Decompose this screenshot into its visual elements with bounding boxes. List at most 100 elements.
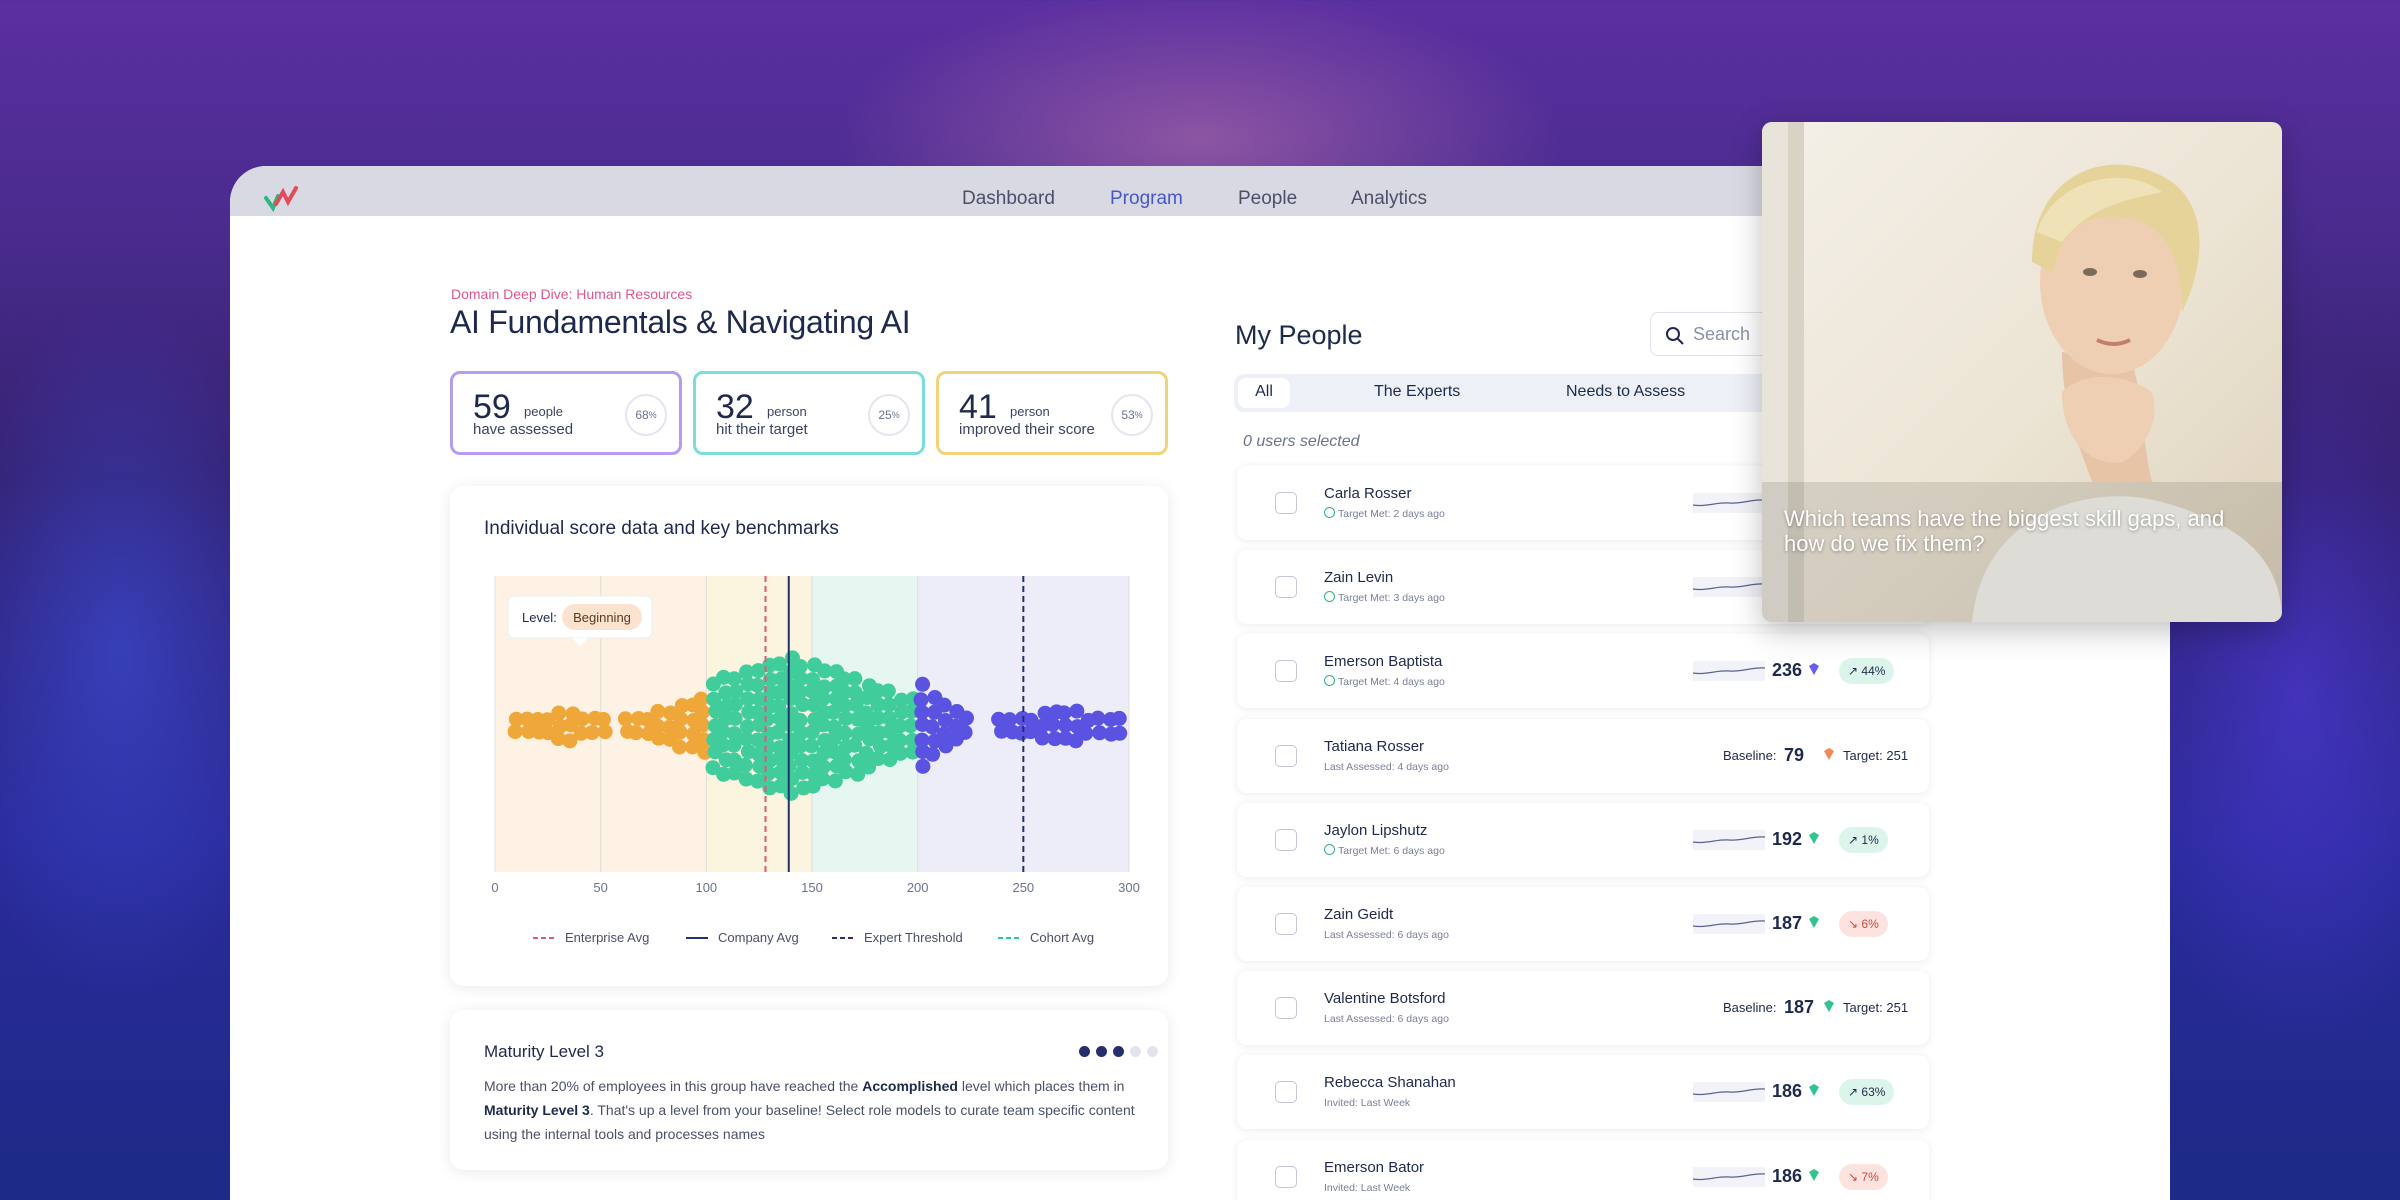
trend-down-icon: ↘ <box>1848 917 1862 931</box>
tooltip-pill <box>562 604 642 630</box>
carousel-dot[interactable] <box>1113 1046 1124 1057</box>
level-gem-icon <box>1807 662 1821 681</box>
row-checkbox[interactable] <box>1275 829 1297 851</box>
baseline-label: Baseline: <box>1723 1000 1777 1015</box>
row-checkbox[interactable] <box>1275 660 1297 682</box>
score-dot <box>749 677 765 693</box>
person-status: Last Assessed: 6 days ago <box>1324 1013 1449 1025</box>
legend-label: Company Avg <box>718 930 799 945</box>
row-checkbox[interactable] <box>1275 492 1297 514</box>
score-dot <box>826 744 842 760</box>
score-change-badge: ↗ 63% <box>1839 1079 1895 1105</box>
score-dot <box>508 711 524 727</box>
video-overlay[interactable]: Which teams have the biggest skill gaps,… <box>1762 122 2282 622</box>
level-gem-icon <box>1822 747 1836 766</box>
score-dot <box>727 710 743 726</box>
row-checkbox[interactable] <box>1275 745 1297 767</box>
carousel-dot[interactable] <box>1079 1046 1090 1057</box>
score-change-badge: ↗ 44% <box>1839 658 1895 684</box>
row-checkbox[interactable] <box>1275 913 1297 935</box>
stat-percent: 68 <box>635 408 649 422</box>
score-dot <box>1111 710 1127 726</box>
score-dot <box>795 697 811 713</box>
score-change-value: 44% <box>1861 664 1886 678</box>
stat-card-target[interactable]: 32 person hit their target 25% <box>693 371 925 455</box>
carousel-dots[interactable] <box>1073 1044 1158 1062</box>
level-gem-icon <box>1807 915 1821 934</box>
row-checkbox[interactable] <box>1275 997 1297 1019</box>
row-checkbox[interactable] <box>1275 1081 1297 1103</box>
person-status: Target Met: 4 days ago <box>1338 676 1445 688</box>
person-status: Target Met: 3 days ago <box>1338 592 1445 604</box>
score-change-badge: ↗ 1% <box>1839 827 1888 853</box>
percent-sign: % <box>648 410 657 420</box>
score-dot <box>814 771 830 787</box>
search-input[interactable]: Search <box>1650 312 1770 356</box>
maturity-bold: Accomplished <box>862 1078 958 1094</box>
score-dot <box>936 697 952 713</box>
person-row[interactable]: Valentine Botsford Last Assessed: 6 days … <box>1237 971 1929 1045</box>
carousel-dot[interactable] <box>1147 1046 1158 1057</box>
nav-program[interactable]: Program <box>1110 188 1183 209</box>
maturity-bold: Maturity Level 3 <box>484 1102 590 1118</box>
person-name: Valentine Botsford <box>1324 990 1446 1007</box>
score-dot <box>750 663 766 679</box>
score-sparkline <box>1692 661 1766 686</box>
score-dot <box>685 739 701 755</box>
x-tick-label: 50 <box>593 880 607 895</box>
maturity-description: More than 20% of employees in this group… <box>484 1074 1144 1146</box>
score-sparkline <box>1692 914 1766 939</box>
tab-needs-to-assess[interactable]: Needs to Assess <box>1566 383 1686 400</box>
person-row[interactable]: Tatiana Rosser Last Assessed: 4 days ago B… <box>1237 719 1929 793</box>
row-checkbox[interactable] <box>1275 576 1297 598</box>
trend-up-icon: ↗ <box>1848 833 1862 847</box>
x-tick-label: 300 <box>1118 880 1140 895</box>
score-dot <box>737 757 753 773</box>
score-dot <box>827 773 843 789</box>
stat-card-improved[interactable]: 41 person improved their score 53% <box>936 371 1168 455</box>
score-dot <box>672 724 688 740</box>
score-dot <box>861 759 877 775</box>
tab-all[interactable]: All <box>1238 378 1290 408</box>
tab-the-experts[interactable]: The Experts <box>1374 383 1461 400</box>
stat-card-assessed[interactable]: 59 people have assessed 68% <box>450 371 682 455</box>
stat-unit: person <box>1010 404 1050 419</box>
score-dot <box>651 730 667 746</box>
stat-value: 41 <box>959 388 997 426</box>
row-checkbox[interactable] <box>1275 1166 1297 1188</box>
score-dot <box>913 692 929 708</box>
stat-description: have assessed <box>473 421 574 438</box>
person-status: Invited: Last Week <box>1324 1182 1411 1194</box>
score-dot <box>794 764 810 780</box>
video-caption: Which teams have the biggest skill gaps,… <box>1784 506 2225 556</box>
main-nav: Dashboard Program People Analytics <box>230 188 2170 218</box>
stat-percent: 25 <box>878 408 892 422</box>
person-name: Emerson Bator <box>1324 1159 1425 1176</box>
nav-dashboard[interactable]: Dashboard <box>962 188 1055 209</box>
chart-title: Individual score data and key benchmarks <box>484 518 839 539</box>
score-dot <box>715 724 731 740</box>
people-title: My People <box>1235 320 1363 350</box>
score-dot <box>750 773 766 789</box>
score-dot <box>836 752 852 768</box>
nav-people[interactable]: People <box>1238 188 1298 209</box>
carousel-dot[interactable] <box>1096 1046 1107 1057</box>
person-status: Target Met: 2 days ago <box>1338 508 1445 520</box>
carousel-dot[interactable] <box>1130 1046 1141 1057</box>
stat-value: 59 <box>473 388 511 426</box>
score-change-value: 7% <box>1861 1170 1879 1184</box>
target-met-check-icon <box>1324 675 1335 686</box>
score-dot <box>817 663 833 679</box>
nav-analytics[interactable]: Analytics <box>1351 188 1428 209</box>
maturity-text: level which places them in <box>957 1078 1125 1094</box>
tooltip-value: Beginning <box>573 610 631 625</box>
score-dot <box>848 697 864 713</box>
score-dot <box>706 691 722 707</box>
score-change-badge: ↘ 7% <box>1839 1164 1888 1190</box>
person-name: Carla Rosser <box>1324 485 1412 502</box>
